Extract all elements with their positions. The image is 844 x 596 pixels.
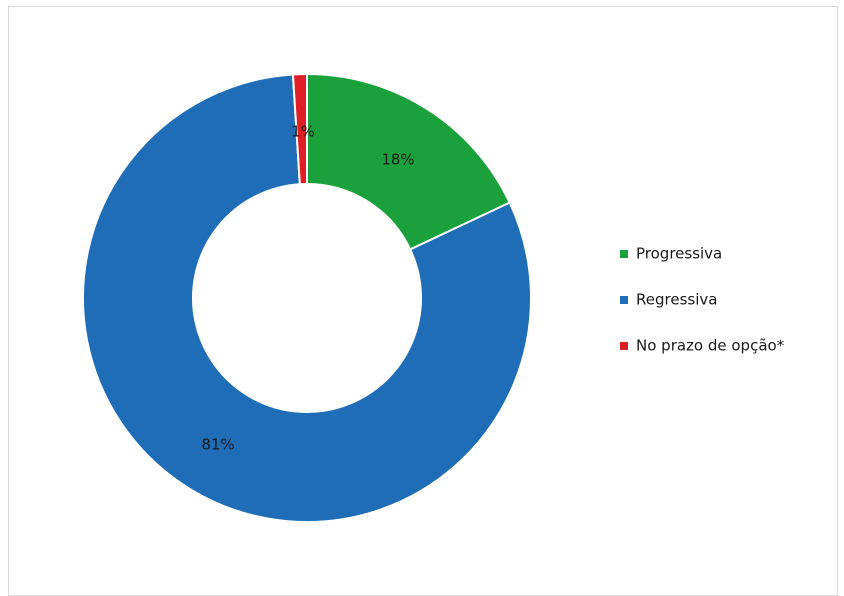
slice-no-prazo-de-op-o xyxy=(291,72,308,186)
legend-label-3: No prazo de opção* xyxy=(636,337,785,355)
slice-regressiva xyxy=(82,73,532,523)
legend: Progressiva Regressiva No prazo de opção* xyxy=(620,245,785,355)
data-label-81-percent: 81% xyxy=(201,436,234,454)
slice-progressiva xyxy=(306,72,512,251)
donut-chart: 18% 81% 1% Progressiva Regressiva No prazo d… xyxy=(82,72,785,523)
legend-swatch-3 xyxy=(620,342,628,350)
data-labels: 18% 81% 1% xyxy=(201,123,414,454)
legend-label-1: Progressiva xyxy=(636,245,722,263)
legend-label-2: Regressiva xyxy=(636,291,717,309)
data-label-18-percent: 18% xyxy=(381,151,414,169)
legend-swatch-1 xyxy=(620,250,628,258)
legend-swatch-2 xyxy=(620,296,628,304)
donut-slices xyxy=(82,72,532,523)
data-label-1-percent: 1% xyxy=(291,123,315,141)
